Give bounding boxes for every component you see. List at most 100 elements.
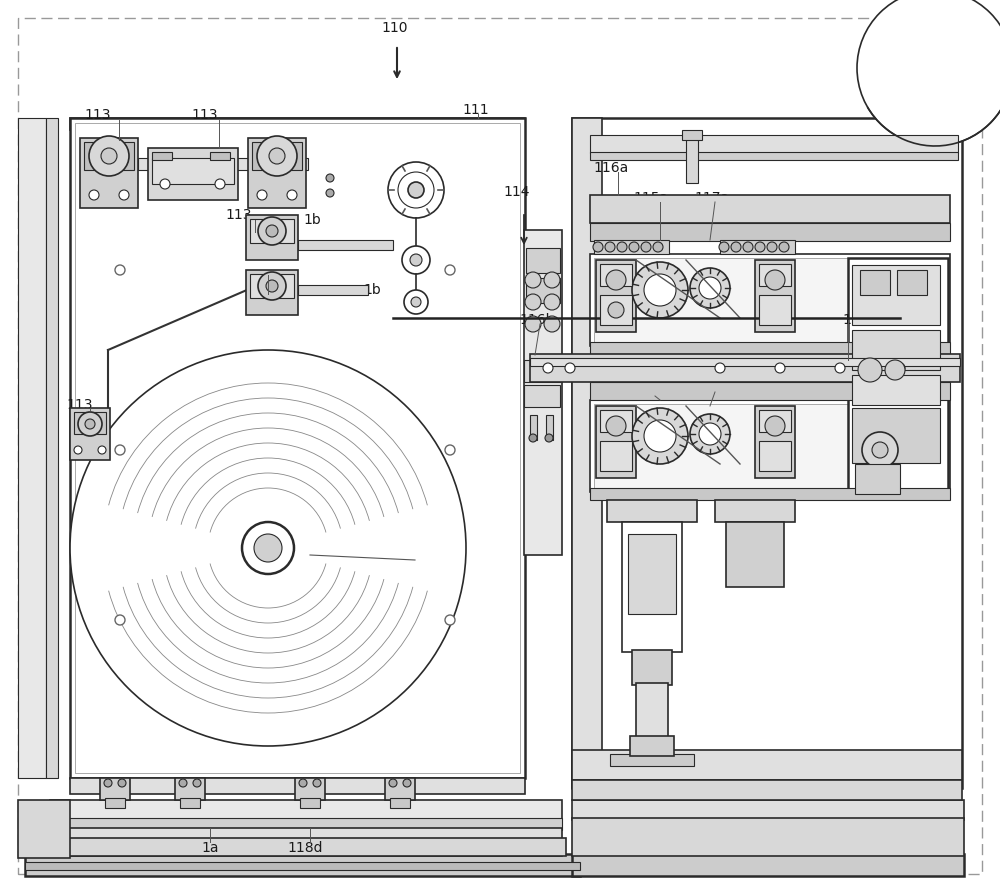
Bar	[148, 148, 238, 200]
Bar	[755, 406, 795, 478]
Bar	[246, 215, 298, 260]
Bar	[590, 195, 950, 223]
Bar	[726, 522, 784, 587]
Circle shape	[179, 779, 187, 787]
Circle shape	[529, 434, 537, 442]
Bar	[70, 118, 525, 778]
Bar	[628, 534, 676, 614]
Bar	[526, 278, 560, 303]
Bar	[852, 375, 940, 405]
Circle shape	[78, 412, 102, 436]
Circle shape	[98, 446, 106, 454]
Circle shape	[266, 225, 278, 237]
Bar	[246, 270, 298, 315]
Circle shape	[644, 420, 676, 452]
Bar	[630, 736, 674, 756]
Circle shape	[119, 190, 129, 200]
Bar	[530, 415, 537, 440]
Circle shape	[606, 416, 626, 436]
Circle shape	[632, 262, 688, 318]
Circle shape	[699, 423, 721, 445]
Circle shape	[445, 265, 455, 275]
Circle shape	[388, 162, 444, 218]
Bar	[524, 385, 560, 407]
Circle shape	[215, 179, 225, 189]
Circle shape	[445, 615, 455, 625]
Circle shape	[653, 242, 663, 252]
Circle shape	[765, 270, 785, 290]
Bar	[590, 135, 958, 153]
Text: 1b: 1b	[303, 213, 321, 227]
Bar	[18, 800, 70, 858]
Circle shape	[89, 190, 99, 200]
Bar	[632, 650, 672, 685]
Bar	[755, 260, 795, 332]
Bar	[852, 265, 940, 325]
Circle shape	[257, 136, 297, 176]
Circle shape	[544, 316, 560, 332]
Bar	[759, 295, 791, 325]
Bar	[50, 800, 562, 820]
Bar	[590, 254, 950, 346]
Circle shape	[408, 182, 424, 198]
Circle shape	[605, 242, 615, 252]
Bar	[759, 441, 791, 471]
Circle shape	[402, 246, 430, 274]
Text: 1b: 1b	[363, 283, 381, 297]
Bar	[70, 408, 110, 460]
Bar	[298, 240, 393, 250]
Bar	[594, 404, 946, 488]
Circle shape	[765, 416, 785, 436]
Bar	[572, 118, 602, 788]
Circle shape	[258, 272, 286, 300]
Bar	[74, 412, 106, 434]
Bar	[100, 778, 130, 800]
Bar	[594, 240, 669, 254]
Bar	[18, 118, 46, 778]
Circle shape	[593, 242, 603, 252]
Circle shape	[70, 350, 466, 746]
Bar	[600, 295, 632, 325]
Bar	[715, 500, 795, 522]
Bar	[682, 130, 702, 140]
Text: 113: 113	[85, 108, 111, 122]
Circle shape	[254, 534, 282, 562]
Bar	[572, 750, 962, 780]
Bar	[590, 342, 950, 354]
Bar	[70, 118, 525, 130]
Bar	[50, 828, 562, 856]
Circle shape	[858, 358, 882, 382]
Bar	[855, 464, 900, 494]
Bar	[526, 248, 560, 273]
Bar	[295, 778, 325, 800]
Circle shape	[410, 254, 422, 266]
Text: 116b: 116b	[519, 313, 555, 327]
Circle shape	[115, 265, 125, 275]
Text: 117a: 117a	[694, 191, 730, 205]
Text: 115a: 115a	[633, 191, 669, 205]
Circle shape	[118, 779, 126, 787]
Circle shape	[326, 174, 334, 182]
Circle shape	[775, 363, 785, 373]
Circle shape	[699, 277, 721, 299]
Bar	[385, 778, 415, 800]
Bar	[25, 862, 580, 870]
Circle shape	[608, 302, 624, 318]
Circle shape	[632, 408, 688, 464]
Bar	[572, 118, 962, 788]
Circle shape	[862, 432, 898, 468]
Text: 113: 113	[192, 108, 218, 122]
Bar	[590, 152, 958, 160]
Bar	[720, 240, 795, 254]
Circle shape	[525, 316, 541, 332]
Bar	[852, 408, 940, 463]
Bar	[46, 838, 566, 856]
Bar	[590, 223, 950, 241]
Circle shape	[525, 272, 541, 288]
Bar	[524, 360, 560, 382]
Bar	[80, 138, 138, 208]
Circle shape	[398, 172, 434, 208]
Bar	[759, 410, 791, 432]
Circle shape	[719, 242, 729, 252]
Circle shape	[690, 268, 730, 308]
